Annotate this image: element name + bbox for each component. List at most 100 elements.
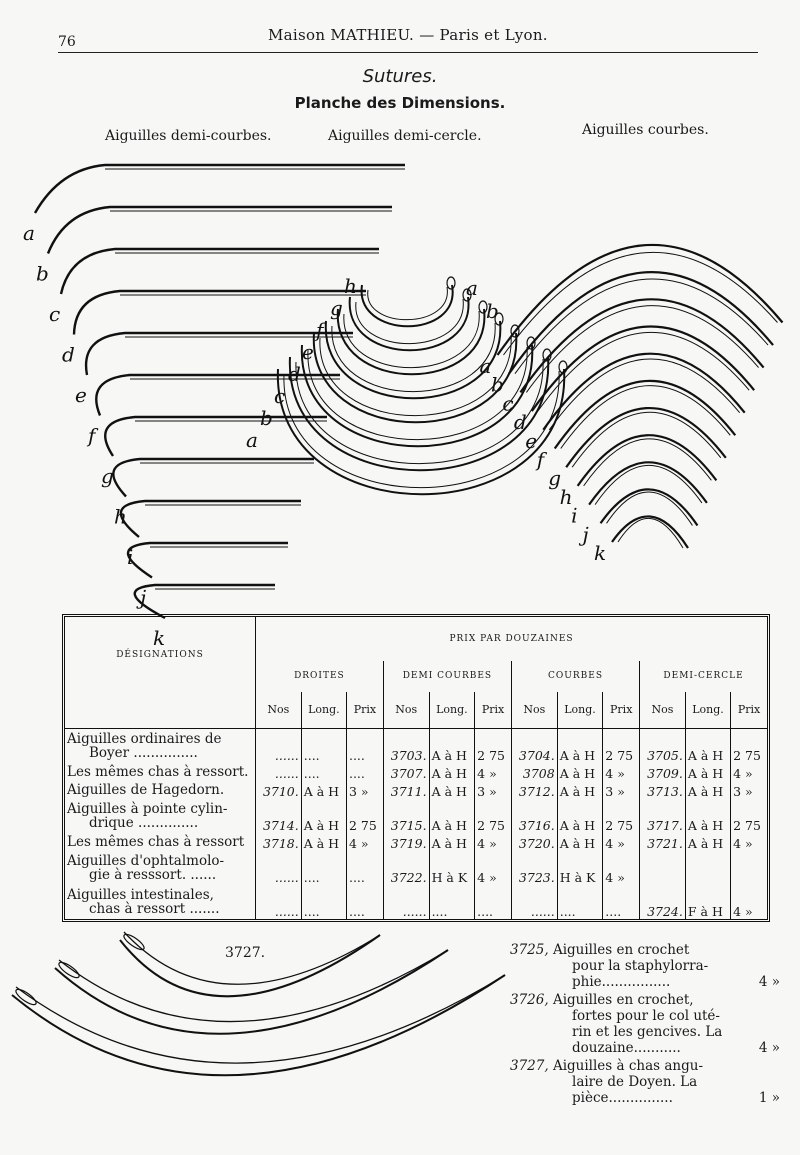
table-row: Aiguilles à pointe cylin-drique ........…	[65, 799, 767, 834]
needle-letter: f	[535, 448, 548, 472]
needle-letter: a	[466, 276, 478, 300]
needle-letter: b	[260, 406, 273, 430]
sub-header: Long.	[300, 692, 347, 729]
catalog-number: 3719.	[382, 833, 430, 852]
demi-cercle-needle: b	[260, 348, 552, 472]
sub-header: Prix	[730, 692, 767, 729]
designation-line: Aiguilles intestinales,	[67, 887, 214, 904]
designation-line: Les mêmes chas à ressort.	[67, 763, 249, 780]
entry-text: Aiguilles en crochet,	[552, 992, 694, 1008]
doyen-needle	[54, 949, 449, 1035]
catalog-number: 3707.	[382, 762, 430, 781]
figure-label-3727: 3727.	[225, 945, 266, 961]
needle-letter: c	[502, 391, 513, 415]
designations-header: DÉSIGNATIONS	[116, 649, 204, 660]
price: 2 75	[730, 799, 767, 834]
catalog-entry: 3727, Aiguilles à chas angu-laire de Doy…	[510, 1058, 780, 1106]
catalog-number	[639, 851, 686, 886]
needle-letter: a	[23, 221, 35, 245]
running-title: Maison MATHIEU. — Paris et Lyon.	[268, 26, 548, 44]
sub-header: Long.	[684, 692, 731, 729]
price: 2 75	[730, 728, 767, 763]
length-range: F à H	[684, 885, 731, 919]
needle-letter: a	[480, 354, 492, 378]
catalog-number: 3723.	[510, 851, 558, 886]
length-range: A à H	[684, 799, 731, 834]
entry-text: pour la staphylorra-	[572, 958, 709, 974]
demi-cercle-needle: g	[330, 288, 472, 352]
entry-price: 1 »	[758, 1090, 780, 1106]
price: 3 »	[345, 780, 384, 800]
price: ....	[474, 885, 512, 919]
price: 4 »	[474, 851, 512, 886]
needle-letter: g	[101, 464, 114, 488]
needle-letter: h	[344, 274, 357, 298]
catalog-number: 3715.	[382, 799, 430, 834]
needle-letter: h	[560, 485, 573, 509]
entry-text: Aiguilles en crochet	[552, 942, 690, 958]
entry-price: 4 »	[758, 1040, 780, 1056]
catalog-number: 3716.	[510, 799, 558, 834]
needle-letter: a	[246, 428, 258, 452]
label-courbes: Aiguilles courbes.	[582, 122, 709, 138]
price: 4 »	[345, 833, 384, 852]
price: ....	[345, 728, 384, 763]
sub-header: Long.	[556, 692, 603, 729]
catalog-number: 3724.	[639, 885, 686, 919]
needle-letter: f	[86, 424, 99, 448]
table-row: Aiguilles ordinaires de Boyer ...........…	[65, 728, 767, 763]
price	[730, 851, 767, 886]
courbe-needle: i	[571, 461, 708, 528]
entry-number: 3727,	[510, 1058, 549, 1074]
price: 3 »	[730, 780, 767, 800]
group-header: DROITES	[255, 660, 384, 693]
catalog-number: ......	[382, 885, 430, 919]
catalog-number: 3721.	[639, 833, 686, 852]
courbe-needle: g	[548, 407, 727, 490]
designation-line: gie à resssort. ......	[89, 867, 217, 884]
row-designation: Les mêmes chas à ressort	[65, 833, 256, 851]
row-designation: Aiguilles intestinales, chas à ressort ..…	[65, 885, 256, 919]
header-rule	[58, 52, 758, 53]
demi-courbe-needle: h	[112, 457, 314, 529]
length-range: A à H	[428, 728, 475, 763]
length-range	[684, 851, 731, 886]
demi-courbe-needle: i	[119, 499, 301, 569]
entry-text: pièce...............	[572, 1090, 673, 1106]
entry-text: Aiguilles à chas angu-	[552, 1058, 704, 1074]
row-designation: Les mêmes chas à ressort.	[65, 763, 256, 781]
needle-letter: j	[136, 586, 146, 610]
doyen-needle	[11, 974, 506, 1077]
demi-courbe-needle: b	[36, 205, 392, 286]
group-header: COURBES	[510, 660, 640, 693]
sub-header: Long.	[428, 692, 475, 729]
demi-courbe-needle: d	[62, 289, 366, 367]
catalog-number: ......	[510, 885, 558, 919]
needle-letter: e	[75, 383, 87, 407]
needle-letter: c	[49, 302, 60, 326]
length-range: A à H	[300, 799, 347, 834]
price-header: PRIX PAR DOUZAINES	[255, 617, 767, 661]
sub-header: Nos	[510, 692, 558, 729]
price: 4 »	[474, 833, 512, 852]
row-designation: Aiguilles d'ophtalmolo-gie à resssort. .…	[65, 851, 256, 885]
designation-line: Aiguilles à pointe cylin-	[67, 801, 228, 818]
length-range: ....	[428, 885, 475, 919]
catalog-number: 3713.	[639, 780, 686, 800]
table-row: Aiguilles d'ophtalmolo-gie à resssort. .…	[65, 851, 767, 886]
price: ....	[602, 885, 640, 919]
catalog-number: 3710.	[255, 780, 302, 800]
courbe-needle: h	[560, 434, 718, 509]
length-range: H à K	[556, 851, 603, 886]
entry-number: 3726,	[510, 992, 549, 1008]
price: 2 75	[474, 799, 512, 834]
length-range: A à H	[556, 780, 603, 800]
sub-header: Nos	[639, 692, 686, 729]
row-designation: Aiguilles de Hagedorn.	[65, 781, 256, 799]
needle-letter: b	[491, 373, 504, 397]
needle-letter: j	[579, 522, 589, 546]
